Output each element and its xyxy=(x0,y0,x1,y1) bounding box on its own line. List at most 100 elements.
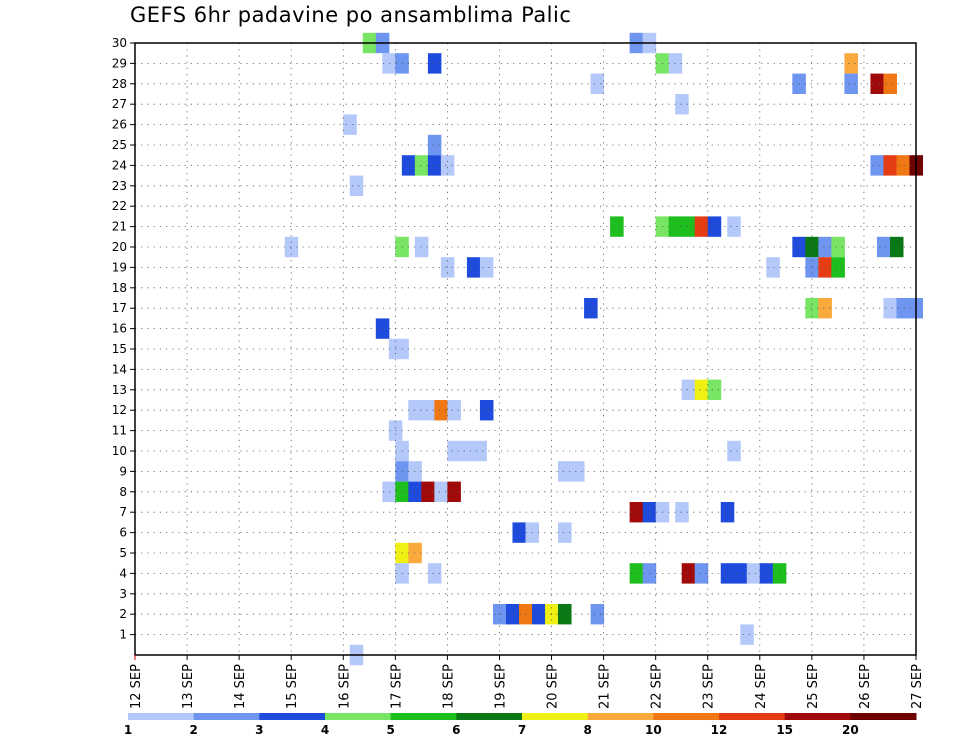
colorbar-swatch xyxy=(522,713,589,720)
heatmap-cell xyxy=(447,400,461,421)
y-tick-label: 25 xyxy=(112,138,127,152)
colorbar-label: 8 xyxy=(583,723,591,737)
heatmap-cell xyxy=(284,236,299,258)
heatmap-cell xyxy=(883,155,897,176)
y-tick-label: 3 xyxy=(119,587,127,601)
heatmap-cell xyxy=(818,257,832,278)
x-tick-label: 25 SEP xyxy=(806,664,821,709)
x-tick-label: 19 SEP xyxy=(493,664,508,709)
heatmap-cell xyxy=(681,563,696,584)
y-tick-label: 5 xyxy=(119,546,127,560)
heatmap-cell xyxy=(772,563,787,584)
heatmap-cell xyxy=(642,502,657,523)
heatmap-cell xyxy=(707,216,722,237)
heatmap-cell xyxy=(421,400,435,421)
chart-title: GEFS 6hr padavine po ansamblima Palic xyxy=(130,3,572,27)
y-tick-label: 23 xyxy=(112,179,127,193)
heatmap-cell xyxy=(831,257,845,278)
heatmap-cell xyxy=(558,604,572,625)
x-tick-label: 22 SEP xyxy=(650,664,665,709)
heatmap-cell xyxy=(896,298,910,319)
y-tick-label: 9 xyxy=(119,464,127,478)
y-tick-label: 16 xyxy=(112,322,127,336)
colorbar-label: 12 xyxy=(711,723,728,737)
heatmap-cell xyxy=(896,155,910,176)
heatmap-cell xyxy=(427,155,442,176)
heatmap-cell xyxy=(427,134,442,156)
heatmap-cell xyxy=(434,481,448,502)
heatmap-cell xyxy=(889,236,904,258)
y-tick-label: 29 xyxy=(112,56,127,70)
y-tick-label: 21 xyxy=(112,220,127,234)
heatmap-cell xyxy=(870,155,884,176)
heatmap-cell xyxy=(505,604,520,625)
y-tick-label: 22 xyxy=(112,199,127,213)
heatmap-cell xyxy=(805,298,819,319)
x-tick-label: 21 SEP xyxy=(598,664,613,709)
heatmap-cell xyxy=(382,481,396,502)
colorbar-swatch xyxy=(390,713,457,720)
heatmap-cell xyxy=(629,563,644,584)
heatmap-cell xyxy=(766,257,780,278)
x-tick-label: 14 SEP xyxy=(233,664,248,709)
heatmap-cell xyxy=(479,400,494,421)
heatmap-cell xyxy=(558,522,572,543)
colorbar-label: 5 xyxy=(386,723,394,737)
y-tick-label: 30 xyxy=(112,36,127,50)
y-tick-label: 13 xyxy=(112,383,127,397)
heatmap-cell xyxy=(629,502,644,523)
x-tick-label: 17 SEP xyxy=(389,664,404,709)
heatmap-cell xyxy=(876,236,891,258)
y-tick-label: 17 xyxy=(112,301,127,315)
y-tick-label: 12 xyxy=(112,403,127,417)
heatmap-cell xyxy=(610,216,624,237)
heatmap-cell xyxy=(675,502,689,523)
y-tick-label: 7 xyxy=(119,505,127,519)
colorbar-swatch xyxy=(456,713,523,720)
heatmap-cell xyxy=(343,114,357,135)
y-tick-label: 1 xyxy=(119,628,127,642)
grid-lines xyxy=(135,43,916,655)
y-tick-label: 20 xyxy=(112,240,127,254)
y-tick-label: 28 xyxy=(112,77,127,91)
colorbar-swatch xyxy=(719,713,786,720)
heatmap-cell xyxy=(733,563,748,584)
heatmap-cell xyxy=(590,604,605,625)
heatmap-cell xyxy=(720,502,735,523)
heatmap-cell xyxy=(675,94,689,115)
x-tick-label: 20 SEP xyxy=(546,664,561,709)
y-tick-label: 19 xyxy=(112,260,127,274)
heatmap-cell xyxy=(805,236,819,258)
heatmap-cell xyxy=(382,53,396,74)
y-tick-label: 8 xyxy=(119,485,127,499)
heatmap-cell xyxy=(694,563,709,584)
heatmap-cell xyxy=(831,236,845,258)
heatmap-cell xyxy=(447,481,461,502)
y-axis: 1234567891011121314151617181920212223242… xyxy=(112,36,135,642)
heatmap-cell xyxy=(427,563,442,584)
heatmap-cell xyxy=(707,379,722,400)
colorbar-swatch xyxy=(325,713,392,720)
x-axis: 12 SEP 13 SEP 14 SEP 15 SEP 16 SEP 17 SEP 18 S… xyxy=(129,655,925,709)
heatmap-cell xyxy=(584,298,598,319)
heatmap-cell xyxy=(818,298,832,319)
y-tick-label: 2 xyxy=(119,607,127,621)
heatmap-cell xyxy=(720,563,735,584)
x-tick-label: 23 SEP xyxy=(702,664,717,709)
colorbar-label: 7 xyxy=(518,723,526,737)
heatmap-cell xyxy=(727,440,741,462)
colorbar-label: 1 xyxy=(124,723,132,737)
heatmap-cell xyxy=(694,216,709,237)
heatmap-cell xyxy=(440,155,455,176)
heatmap-cell xyxy=(694,379,709,400)
colorbar-label: 3 xyxy=(255,723,263,737)
x-tick-label: 13 SEP xyxy=(181,664,196,709)
heatmap-cell xyxy=(681,379,696,400)
heatmap-cell xyxy=(759,563,774,584)
colorbar-swatch xyxy=(128,713,195,720)
heatmap-cell xyxy=(844,73,858,94)
heatmap-cell xyxy=(434,400,448,421)
heatmap-cell xyxy=(740,624,754,645)
x-tick-label: 15 SEP xyxy=(285,664,300,709)
